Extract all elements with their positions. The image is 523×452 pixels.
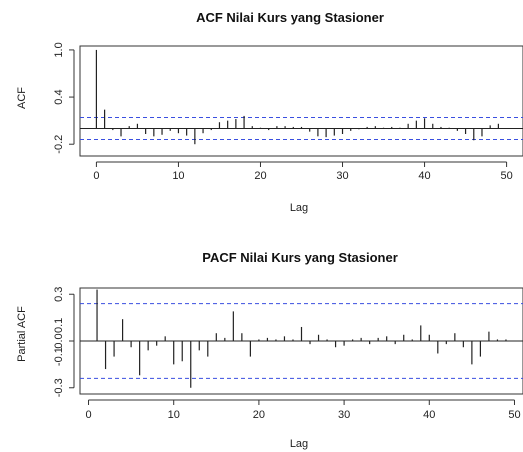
pacf-y-axis-label: Partial ACF [16,306,28,362]
acf-y-tick-label: -0.2 [53,135,65,154]
pacf-x-tick-label: 10 [168,409,180,421]
pacf-panel: PACF Nilai Kurs yang Stasioner Partial A… [16,250,523,450]
acf-x-tick-label: 0 [93,170,99,182]
pacf-title: PACF Nilai Kurs yang Stasioner [202,250,398,265]
pacf-y-tick-label: 0.3 [53,287,65,302]
acf-plot-box [79,45,523,157]
pacf-bars [96,289,507,388]
pacf-y-tick-label-inner: -0.1 [53,347,65,366]
acf-y-axis: -0.2 0.4 1.0 [53,42,75,154]
acf-x-tick-label: 30 [336,170,348,182]
pacf-x-tick-label: 20 [253,409,265,421]
acf-y-axis-label: ACF [16,87,28,109]
acf-y-tick-label: 1.0 [53,42,65,57]
pacf-x-tick-label: 30 [338,409,350,421]
acf-x-tick-label: 10 [172,170,184,182]
acf-x-tick-label: 50 [500,170,512,182]
pacf-y-tick-label-inner: 0.1 [53,318,65,333]
pacf-y-tick-label: 0.0 [53,333,65,348]
acf-x-tick-label: 40 [418,170,430,182]
acf-confidence-bounds [80,117,523,140]
acf-title: ACF Nilai Kurs yang Stasioner [196,10,384,25]
acf-panel: ACF Nilai Kurs yang Stasioner ACF Lag 0 1… [16,10,523,214]
acf-x-axis: 0 10 20 30 40 50 [93,161,513,182]
acf-y-tick-label: 0.4 [53,89,65,104]
pacf-confidence-bounds [80,303,523,379]
pacf-x-axis: 0 10 20 30 40 50 [85,399,521,421]
acf-x-axis-label: Lag [290,202,308,214]
pacf-y-tick-label: -0.3 [53,378,65,397]
acf-x-tick-label: 20 [254,170,266,182]
acf-bars [95,49,499,145]
pacf-x-axis-label: Lag [290,438,308,450]
pacf-x-tick-label: 0 [85,409,91,421]
pacf-y-axis: -0.3 0.0 0.3 0.1 -0.1 [53,287,75,397]
pacf-x-tick-label: 40 [423,409,435,421]
pacf-x-tick-label: 50 [508,409,520,421]
